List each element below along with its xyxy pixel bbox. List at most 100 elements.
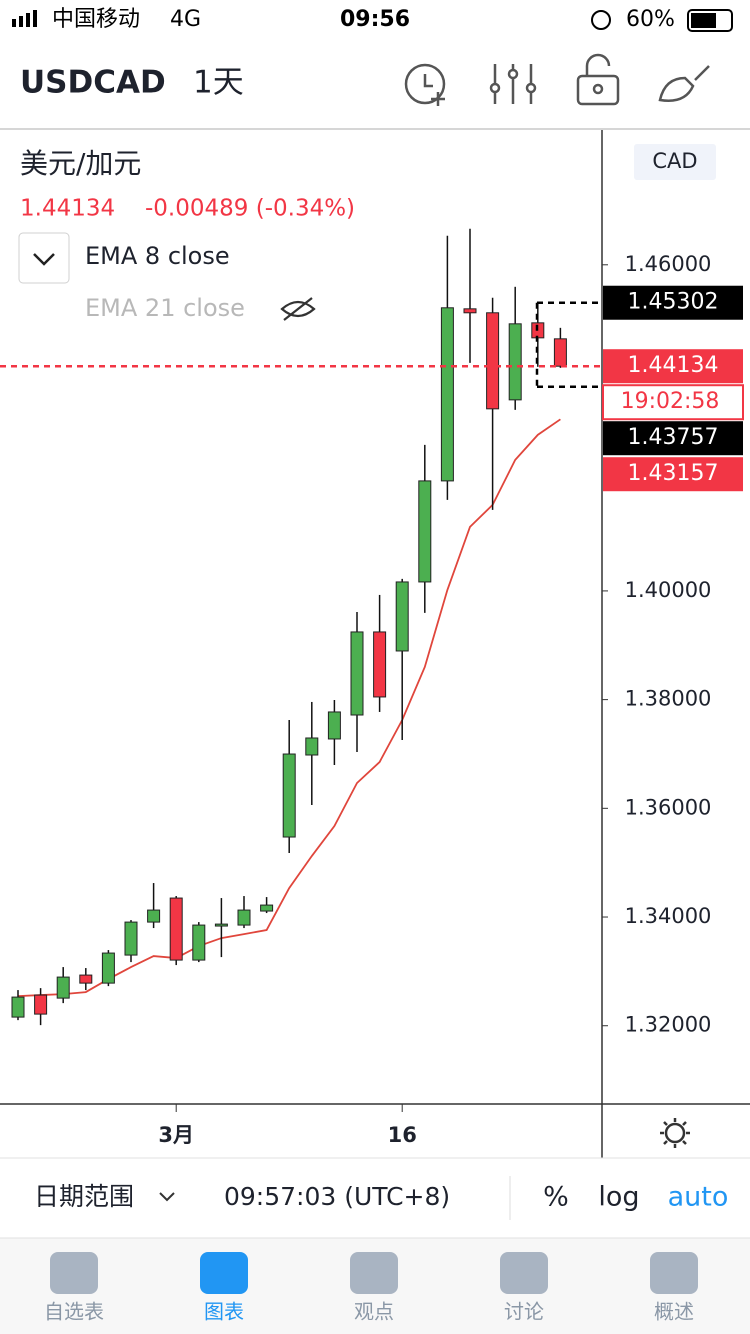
network: 4G [170, 7, 201, 32]
signal-bar [33, 10, 37, 27]
signal-bar [26, 13, 30, 27]
hidden-icon[interactable] [280, 297, 316, 321]
price-label-box [603, 421, 743, 456]
candle-body [192, 924, 206, 961]
battery-icon [687, 9, 733, 32]
candle-body [305, 737, 319, 756]
y-tick-label: 1.38000 [625, 687, 712, 711]
candle-body [169, 897, 183, 961]
candle-body [79, 974, 93, 984]
gear-teeth [660, 1118, 690, 1148]
candle-body [373, 631, 387, 698]
log-toggle[interactable]: log [598, 1182, 639, 1213]
candle-body [463, 308, 477, 314]
signal-bar [19, 16, 23, 27]
chevron-icon [33, 253, 55, 266]
slider-knob [489, 82, 501, 94]
y-tick-label: 1.36000 [625, 795, 712, 819]
price-label-box [603, 285, 743, 320]
tab-label[interactable]: 讨论 [504, 1300, 544, 1324]
price-label: 1.43157 [628, 461, 719, 486]
price-change: -0.00489 (-0.34%) [145, 196, 355, 222]
candle-body [147, 909, 161, 923]
countdown-box [602, 384, 744, 421]
price-label: 1.43757 [628, 425, 719, 450]
price-label: 1.44134 [628, 353, 719, 378]
percent-toggle[interactable]: % [543, 1182, 569, 1213]
toolbar: 日期范围 09:57:03 (UTC+8) % log auto [34, 1176, 728, 1220]
alert-icon-hands [423, 74, 445, 106]
lock-shackle [585, 53, 611, 76]
candle-body [101, 952, 115, 984]
interval[interactable]: 1天 [193, 65, 244, 101]
y-tick-label: 1.46000 [625, 252, 712, 276]
clock: 09:56 [340, 7, 410, 32]
x-tick-label: 16 [388, 1123, 417, 1147]
date-range[interactable]: 日期范围 [34, 1182, 134, 1211]
currency-badge [634, 144, 716, 180]
indicator-name[interactable]: EMA 21 close [85, 294, 245, 322]
candle-body [214, 923, 228, 927]
price-label: 1.45302 [628, 290, 719, 315]
signal-bar [12, 19, 16, 27]
candle-body [350, 631, 364, 716]
indicators-button[interactable] [489, 64, 537, 104]
tab-label[interactable]: 自选表 [44, 1300, 104, 1324]
tab-icon[interactable] [350, 1252, 398, 1294]
symbol[interactable]: USDCAD [20, 65, 166, 101]
candle-body [56, 976, 70, 999]
drawing-button[interactable] [658, 65, 710, 102]
battery-fill [691, 13, 716, 28]
last-price: 1.44134 [20, 196, 115, 222]
auto-toggle[interactable]: auto [668, 1182, 729, 1213]
candle-body [395, 581, 409, 652]
tab-label[interactable]: 图表 [204, 1300, 244, 1324]
lock-body [576, 74, 620, 106]
candle-body [34, 994, 48, 1015]
y-tick-label: 1.34000 [625, 904, 712, 928]
tab-icon[interactable] [650, 1252, 698, 1294]
timezone-clock[interactable]: 09:57:03 (UTC+8) [224, 1182, 450, 1211]
candle-body [486, 312, 500, 410]
tab-icon[interactable] [50, 1252, 98, 1294]
legend-toggle[interactable] [18, 232, 70, 284]
header: USDCAD 1天 [0, 53, 750, 130]
legend: 美元/加元 1.44134 -0.00489 (-0.34%) EMA 8 cl… [18, 147, 355, 322]
indicator-name[interactable]: EMA 8 close [85, 242, 230, 270]
alert-icon [404, 63, 446, 105]
candle-body [327, 711, 341, 740]
dropdown-icon [159, 1192, 175, 1202]
pair-name: 美元/加元 [20, 147, 141, 180]
candle-body [260, 904, 274, 912]
lock-hole [592, 83, 604, 95]
candle-body [553, 338, 567, 367]
tab-icon[interactable] [500, 1252, 548, 1294]
tab-label[interactable]: 概述 [654, 1300, 694, 1324]
y-tick-label: 1.40000 [625, 578, 712, 602]
candle-body [418, 480, 432, 583]
lock-button[interactable] [576, 53, 620, 106]
legend-items: EMA 8 close EMA 21 close [85, 242, 316, 322]
candle-body [124, 921, 138, 956]
tabs: 自选表 图表 观点 讨论 概述 [44, 1252, 698, 1324]
candle-body [440, 307, 454, 482]
tab-icon[interactable] [200, 1252, 248, 1294]
carrier: 中国移动 [52, 7, 140, 32]
candle-body [508, 323, 522, 401]
axis-settings-button[interactable] [660, 1118, 690, 1148]
status-bar: 中国移动 4G 09:56 60% [12, 7, 733, 32]
lock-icon [591, 10, 611, 30]
plot [0, 228, 602, 1026]
price-label-box [603, 457, 743, 492]
alert-button[interactable] [404, 63, 446, 106]
candle-body [11, 996, 25, 1018]
gear-icon [664, 1122, 686, 1144]
candle-body [237, 909, 251, 926]
x-tick-label: 3月 [158, 1123, 194, 1147]
candle-body [282, 753, 296, 838]
y-tick-label: 1.32000 [625, 1013, 712, 1037]
slider-knob [525, 82, 537, 94]
tab-label[interactable]: 观点 [354, 1300, 394, 1324]
slider-knob [507, 68, 519, 80]
